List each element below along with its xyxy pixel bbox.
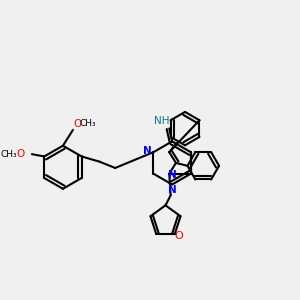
Text: N: N: [143, 146, 152, 156]
Text: NH: NH: [154, 116, 170, 126]
Text: O: O: [175, 231, 184, 241]
Text: N: N: [168, 170, 177, 180]
Text: N: N: [168, 185, 176, 195]
Text: CH₃: CH₃: [79, 118, 96, 127]
Text: O: O: [16, 149, 25, 159]
Text: O: O: [74, 119, 82, 129]
Text: CH₃: CH₃: [0, 150, 17, 159]
